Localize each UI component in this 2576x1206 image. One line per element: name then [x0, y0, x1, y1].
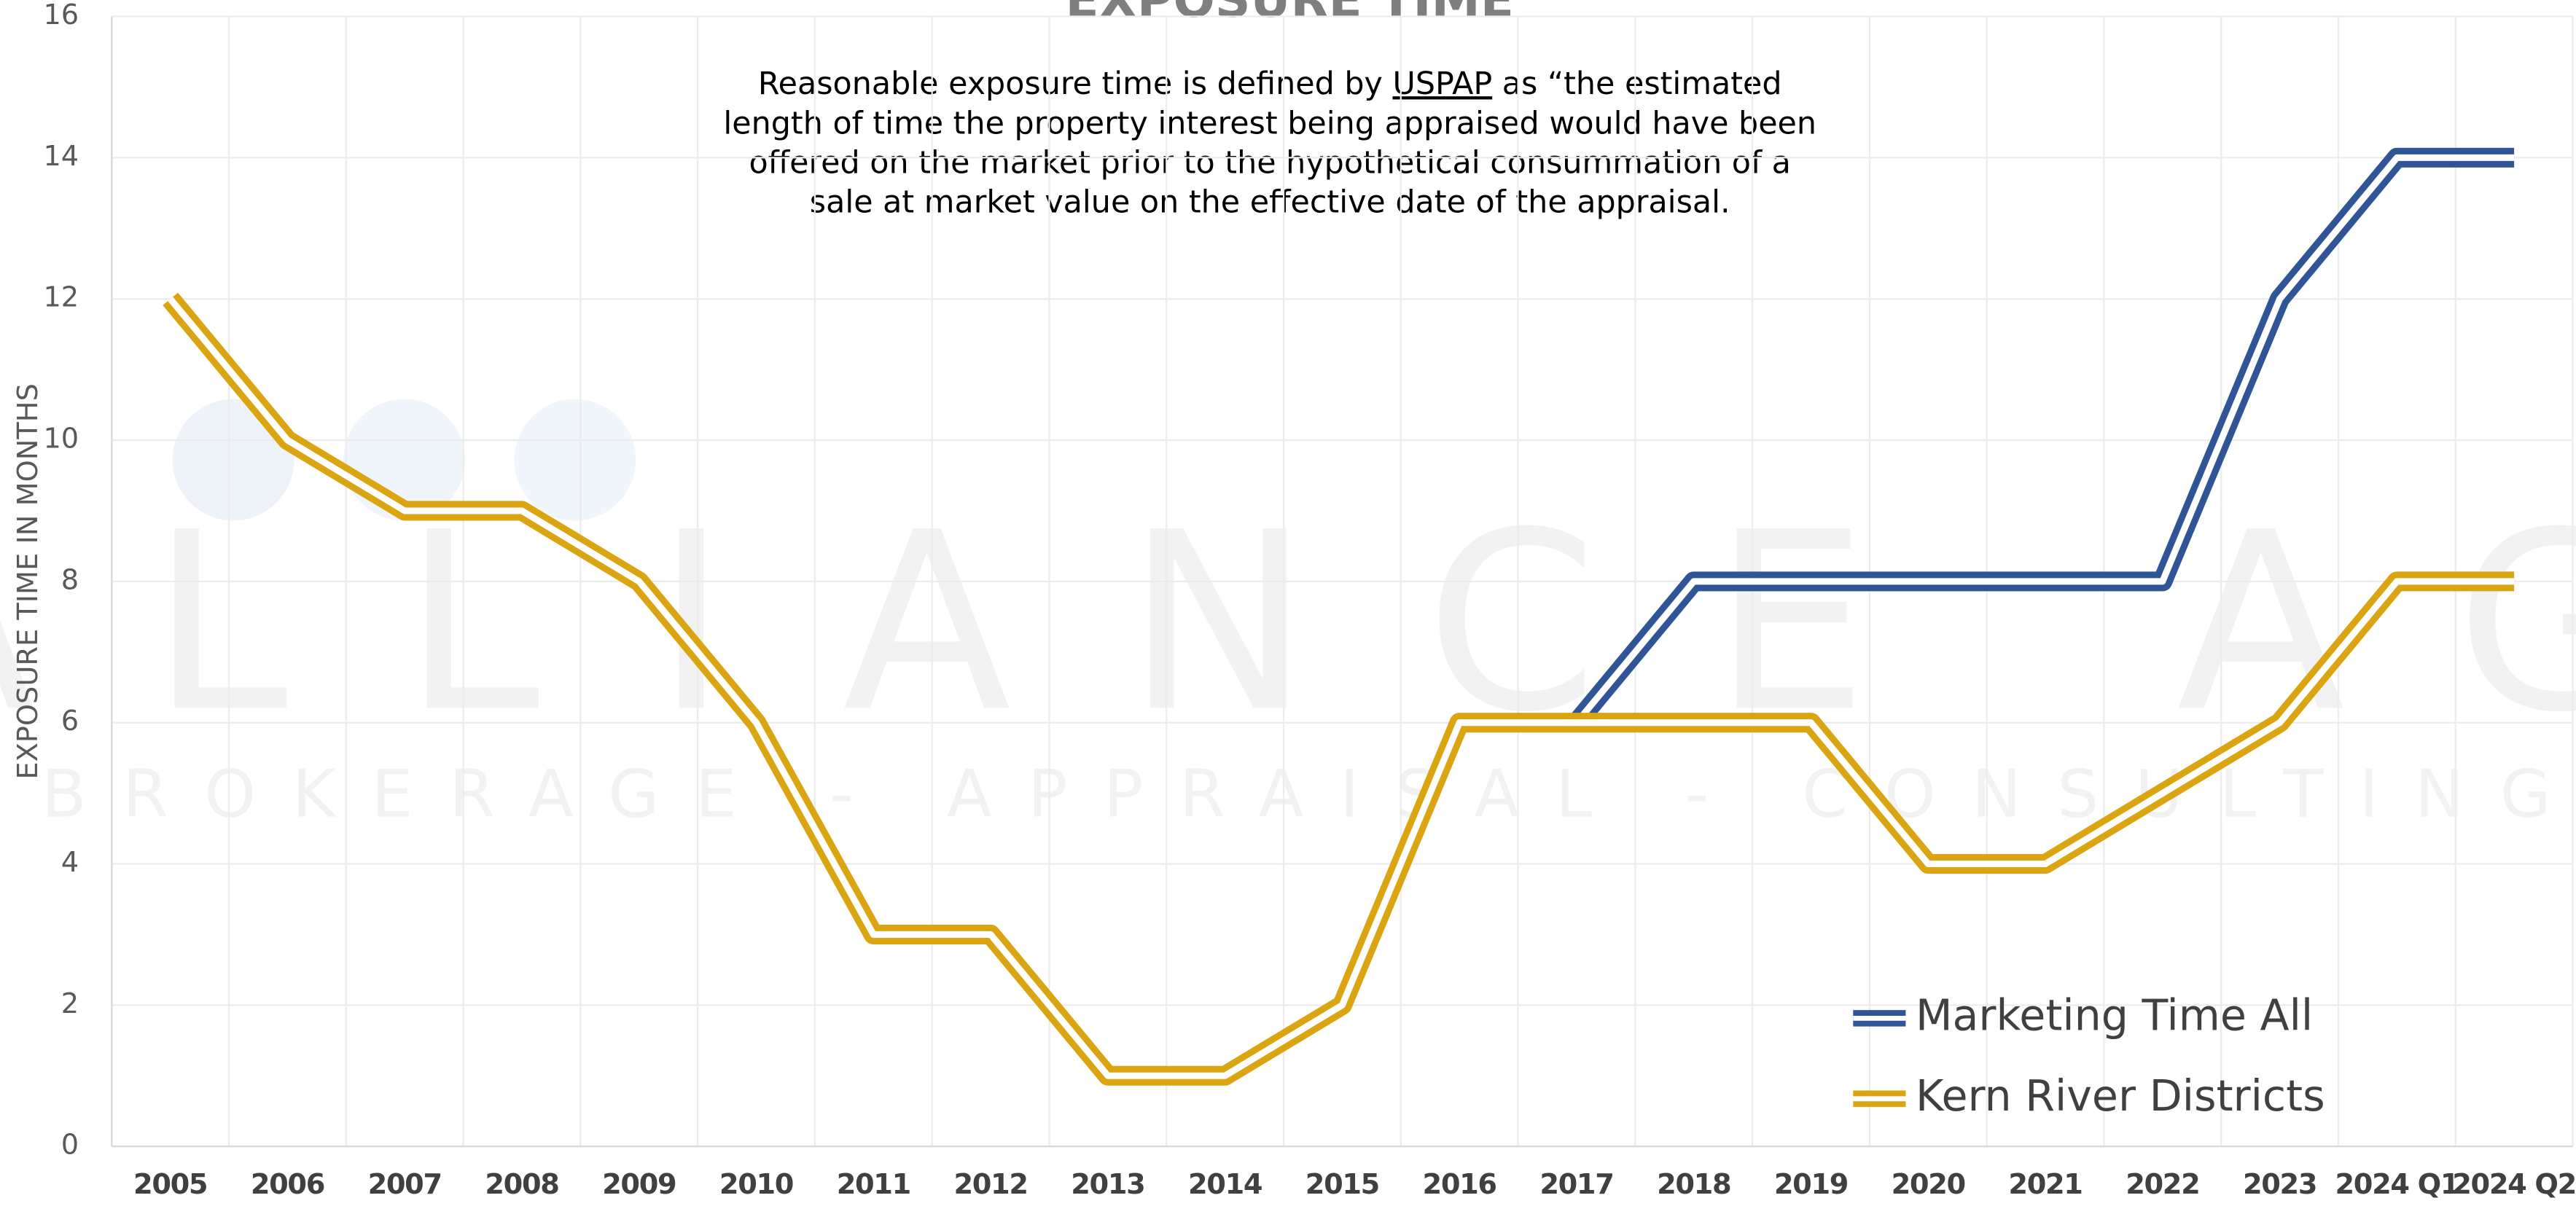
- annotation-part: offered on the market prior to the hypot…: [749, 144, 1790, 181]
- x-tick-label: 2018: [1657, 1168, 1730, 1201]
- x-tick-label: 2006: [251, 1168, 324, 1201]
- watermark: ALLIANCE AG: [0, 479, 2576, 766]
- annotation: offered on the market prior to the hypot…: [749, 144, 1790, 181]
- x-tick-label: 2015: [1305, 1168, 1379, 1201]
- annotation: Reasonable exposure time is defined by U…: [758, 66, 1782, 102]
- x-tick-label: 2010: [719, 1168, 793, 1201]
- y-tick-label: 8: [61, 563, 79, 596]
- x-tick-label: 2021: [2008, 1168, 2082, 1201]
- y-tick-label: 16: [43, 0, 79, 31]
- y-tick-label: 10: [43, 423, 79, 455]
- annotation-part: USPAP: [1392, 66, 1492, 102]
- x-tick-label: 2020: [1892, 1168, 1965, 1201]
- x-tick-label: 2016: [1423, 1168, 1496, 1201]
- chart-title: EXPOSURE TIME: [1066, 0, 1514, 28]
- legend-label: Kern River Districts: [1916, 1071, 2325, 1121]
- annotation-part: sale at market value on the effective da…: [810, 184, 1730, 220]
- y-tick-label: 12: [43, 281, 79, 314]
- series-line-inner: [1574, 154, 2515, 725]
- watermark-dot: [172, 399, 294, 521]
- annotation: sale at market value on the effective da…: [810, 184, 1730, 220]
- y-tick-label: 14: [43, 140, 79, 173]
- x-tick-label: 2013: [1071, 1168, 1144, 1201]
- x-tick-label: 2009: [602, 1168, 676, 1201]
- watermark-dot: [514, 399, 636, 521]
- x-tick-label: 2007: [368, 1168, 442, 1201]
- x-tick-label: 2022: [2126, 1168, 2199, 1201]
- x-tick-label: 2024 Q1: [2335, 1168, 2459, 1201]
- x-tick-label: 2023: [2243, 1168, 2317, 1201]
- x-tick-label: 2011: [837, 1168, 910, 1201]
- x-tick-label: 2005: [133, 1168, 207, 1201]
- y-tick-label: 2: [61, 987, 79, 1020]
- legend-label: Marketing Time All: [1916, 990, 2313, 1040]
- x-tick-label: 2014: [1188, 1168, 1262, 1201]
- x-tick-label: 2024 Q2: [2452, 1168, 2576, 1201]
- annotation: length of time the property interest bei…: [723, 105, 1816, 141]
- annotation-part: as “the estimated: [1492, 66, 1781, 102]
- annotation-part: Reasonable exposure time is defined by: [758, 66, 1393, 102]
- y-tick-label: 0: [61, 1129, 79, 1162]
- x-tick-label: 2017: [1539, 1168, 1613, 1201]
- x-tick-label: 2008: [485, 1168, 558, 1201]
- y-tick-label: 4: [61, 846, 79, 879]
- x-tick-label: 2012: [953, 1168, 1027, 1201]
- annotation-part: length of time the property interest bei…: [723, 105, 1816, 141]
- series-line-inner: [168, 297, 2515, 1079]
- x-tick-label: 2019: [1774, 1168, 1848, 1201]
- y-tick-label: 6: [61, 705, 79, 737]
- y-axis-label: EXPOSURE TIME IN MONTHS: [12, 383, 44, 780]
